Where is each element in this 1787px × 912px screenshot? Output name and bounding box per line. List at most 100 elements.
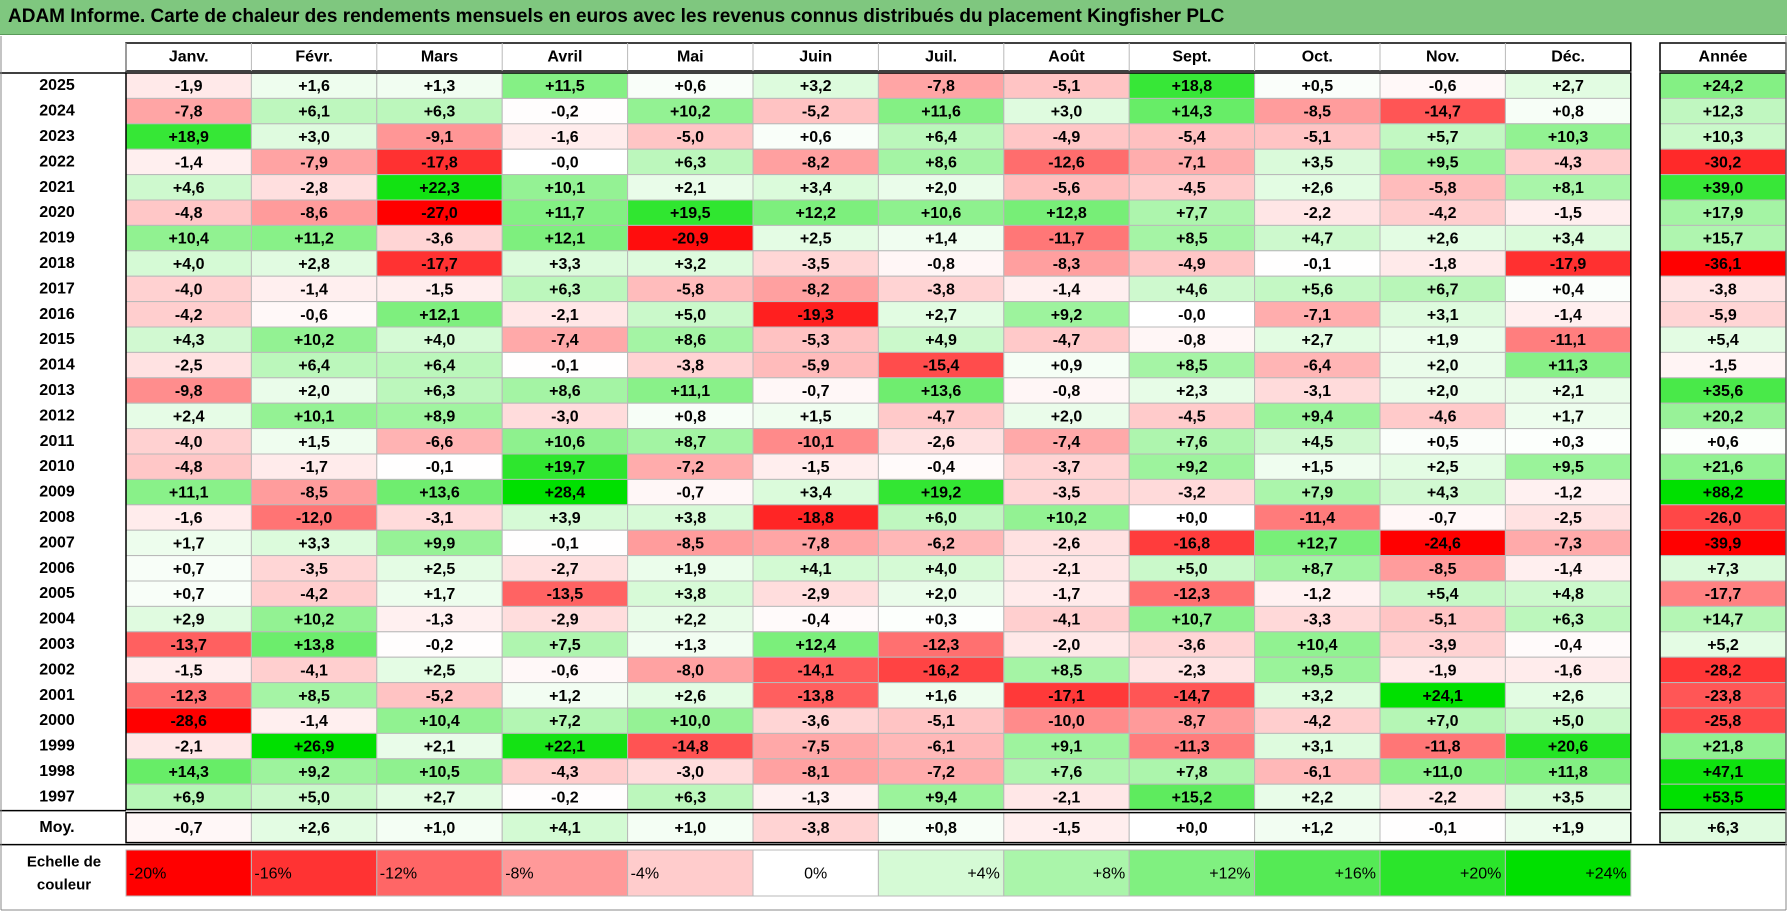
heat-cell-value: -3,9: [1429, 637, 1457, 654]
heat-cell-value: +5,6: [1302, 281, 1334, 298]
heat-cell-value: -4,9: [1178, 256, 1206, 273]
heat-cell: [1003, 580, 1130, 607]
heat-cell-value: +10,2: [1046, 510, 1087, 527]
heat-cell: [501, 97, 629, 125]
heat-cell: [1379, 478, 1506, 506]
heat-cell-value: -0,7: [677, 485, 705, 502]
year-label: 2014: [39, 357, 75, 374]
heat-cell-value: -0,8: [927, 256, 955, 273]
heat-cell: [1128, 377, 1256, 404]
heat-cell: [125, 97, 252, 125]
heat-cell: [1254, 428, 1381, 455]
heat-cell-value: -1,6: [175, 510, 203, 527]
heat-cell-value: +5,0: [298, 789, 330, 806]
month-header-0: Janv.: [169, 49, 209, 66]
heat-cell: [376, 478, 503, 506]
heat-cell-value: +1,7: [1552, 408, 1584, 425]
annual-cell-value: +21,6: [1703, 459, 1744, 476]
heat-cell: [250, 656, 378, 684]
heat-cell-value: -15,4: [923, 358, 960, 375]
heat-cell-value: +8,5: [1176, 231, 1208, 248]
heat-cell-value: -16,2: [923, 662, 960, 679]
heat-cell: [1254, 148, 1381, 176]
annual-cell-value: -26,0: [1705, 510, 1742, 527]
heat-cell: [501, 504, 629, 531]
heat-cell-value: -1,2: [1304, 586, 1332, 603]
heat-cell-value: +5,0: [675, 307, 707, 324]
heat-cell-value: -1,4: [1554, 307, 1582, 324]
heat-cell-value: -5,2: [426, 688, 454, 705]
heat-cell-value: -4,0: [175, 434, 203, 451]
heat-cell-value: +13,6: [419, 485, 460, 502]
heat-cell: [1003, 504, 1130, 531]
heat-cell-value: +7,2: [549, 713, 581, 730]
heat-cell-value: +8,7: [1302, 561, 1334, 578]
heat-cell: [501, 478, 629, 506]
heat-cell-value: -3,5: [802, 256, 830, 273]
heat-cell: [1003, 656, 1130, 684]
heat-cell-value: -4,1: [300, 662, 328, 679]
heat-cell: [1379, 174, 1506, 201]
heat-cell-value: -17,1: [1048, 688, 1085, 705]
heat-cell-value: -4,7: [1053, 332, 1081, 349]
heat-cell-value: -3,2: [1178, 485, 1206, 502]
heat-cell: [501, 529, 629, 557]
annual-cell-value: -25,8: [1705, 713, 1742, 730]
heat-cell-value: +2,1: [1552, 383, 1584, 400]
heat-cell-value: -7,5: [802, 739, 830, 756]
annual-cell: [1659, 123, 1787, 150]
heat-cell-value: +2,0: [1427, 383, 1459, 400]
annual-cell-value: -39,9: [1705, 535, 1742, 552]
heat-cell: [1254, 123, 1381, 150]
heat-cell: [627, 301, 754, 328]
heat-cell-value: +3,5: [1302, 154, 1334, 171]
heat-cell-value: +8,6: [675, 332, 707, 349]
month-header-11: Déc.: [1551, 49, 1585, 66]
heat-cell: [752, 732, 879, 760]
heat-cell: [125, 682, 252, 709]
heat-cell-value: -1,4: [300, 713, 328, 730]
heat-cell-value: -6,1: [1304, 764, 1332, 781]
annual-cell-value: -1,5: [1709, 358, 1737, 375]
year-label: 2024: [39, 103, 75, 120]
heat-cell: [877, 758, 1005, 785]
heat-cell: [1379, 682, 1506, 709]
heat-cell-value: -5,1: [927, 713, 955, 730]
heat-cell: [752, 351, 879, 379]
heat-cell-value: +4,0: [424, 332, 456, 349]
heat-cell-value: +2,8: [298, 256, 330, 273]
heat-cell: [1003, 199, 1130, 226]
heat-cell-value: +9,4: [925, 789, 957, 806]
heat-cell: [1254, 631, 1381, 658]
heat-cell: [250, 377, 378, 404]
heat-cell: [752, 631, 879, 658]
scale-swatch-label: -8%: [505, 866, 533, 883]
average-border: [125, 811, 1632, 844]
heat-cell-value: +6,4: [298, 358, 330, 375]
heat-cell-value: -2,5: [1554, 510, 1582, 527]
scale-swatch-label: -16%: [254, 866, 291, 883]
heat-cell-value: +2,2: [1302, 789, 1334, 806]
average-label: Moy.: [39, 819, 74, 836]
heat-cell: [1379, 377, 1506, 404]
heat-cell-value: +3,4: [800, 180, 832, 197]
heat-cell: [877, 275, 1005, 303]
heat-cell-value: -5,6: [1053, 180, 1081, 197]
scale-swatch-label: -12%: [380, 866, 417, 883]
year-label: 2011: [40, 433, 75, 450]
annual-cell: [1659, 351, 1787, 379]
heat-cell-value: -3,0: [677, 764, 705, 781]
heat-cell-value: +2,6: [1552, 688, 1584, 705]
heat-cell-value: +10,2: [294, 332, 335, 349]
heat-cell-value: -2,9: [802, 586, 830, 603]
heat-cell: [1128, 580, 1256, 607]
heat-cell-value: +2,6: [1427, 231, 1459, 248]
annual-cell: [1659, 504, 1787, 531]
scale-swatch: [125, 849, 252, 897]
heat-cell-value: -1,9: [175, 78, 203, 95]
heat-cell-value: +2,3: [1176, 383, 1208, 400]
year-label: 2017: [39, 280, 75, 297]
heat-cell: [1254, 707, 1381, 734]
heat-cell-value: -8,7: [1178, 713, 1206, 730]
